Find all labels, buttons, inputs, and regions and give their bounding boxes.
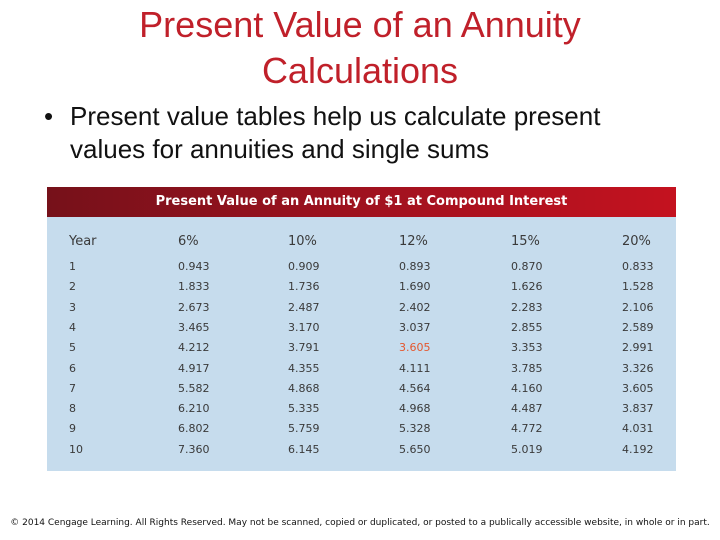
table-cell: 4.031: [622, 422, 654, 436]
table-cell: 3.170: [288, 320, 320, 334]
column-header: 20%: [622, 234, 651, 249]
table-cell: 6.210: [178, 402, 210, 416]
table-cell: 3.785: [511, 361, 543, 375]
table-cell: 4.968: [399, 402, 431, 416]
table-cell: 4.212: [178, 341, 210, 355]
column-header: 12%: [399, 234, 428, 249]
table-cell: 2.673: [178, 300, 210, 314]
table-title: Present Value of an Annuity of $1 at Com…: [47, 187, 676, 217]
table-cell: 5.019: [511, 442, 543, 456]
annuity-table: Present Value of an Annuity of $1 at Com…: [47, 187, 676, 471]
table-cell: 6.802: [178, 422, 210, 436]
table-year-cell: 5: [69, 341, 76, 355]
slide-title: Present Value of an Annuity Calculations: [0, 2, 720, 94]
table-cell: 0.833: [622, 260, 654, 273]
table-cell: 4.564: [399, 381, 431, 395]
table-cell: 2.487: [288, 300, 320, 314]
column-header: Year: [69, 234, 97, 249]
table-cell: 5.650: [399, 442, 431, 456]
table-cell: 2.106: [622, 300, 654, 314]
table-year-cell: 1: [69, 260, 76, 273]
table-cell: 3.037: [399, 320, 431, 334]
table-cell: 4.355: [288, 361, 320, 375]
table-cell: 0.893: [399, 260, 431, 273]
table-cell: 3.465: [178, 320, 210, 334]
table-cell: 0.943: [178, 260, 210, 273]
table-year-cell: 2: [69, 280, 76, 294]
table-cell: 3.605: [622, 381, 654, 395]
table-cell: 2.283: [511, 300, 543, 314]
table-cell: 3.837: [622, 402, 654, 416]
table-year-cell: 3: [69, 300, 76, 314]
copyright-footer: © 2014 Cengage Learning. All Rights Rese…: [10, 518, 710, 528]
bullet-text: Present value tables help us calculate p…: [70, 101, 601, 164]
column-header: 15%: [511, 234, 540, 249]
table-cell: 2.589: [622, 320, 654, 334]
table-cell: 1.736: [288, 280, 320, 294]
table-cell: 2.991: [622, 341, 654, 355]
table-cell: 5.328: [399, 422, 431, 436]
table-cell: 5.335: [288, 402, 320, 416]
table-cell: 3.326: [622, 361, 654, 375]
table-year-cell: 4: [69, 320, 76, 334]
table-cell: 2.402: [399, 300, 431, 314]
table-cell: 3.353: [511, 341, 543, 355]
table-cell: 1.690: [399, 280, 431, 294]
bullet-icon: •: [44, 101, 54, 131]
slide-title-line-2: Calculations: [261, 50, 459, 91]
table-cell: 1.528: [622, 280, 654, 294]
table-cell: 1.833: [178, 280, 210, 294]
table-cell: 4.487: [511, 402, 543, 416]
table-cell: 5.582: [178, 381, 210, 395]
table-cell: 2.855: [511, 320, 543, 334]
column-header: 6%: [178, 234, 199, 249]
table-year-cell: 6: [69, 361, 76, 375]
table-cell: 4.192: [622, 442, 654, 456]
table-cell: 4.917: [178, 361, 210, 375]
table-cell: 7.360: [178, 442, 210, 456]
table-cell: 6.145: [288, 442, 320, 456]
table-cell: 0.870: [511, 260, 543, 273]
table-cell: 4.111: [399, 361, 431, 375]
column-header: 10%: [288, 234, 317, 249]
table-year-cell: 10: [69, 442, 83, 456]
slide-title-line-1: Present Value of an Annuity: [139, 4, 581, 45]
table-cell: 0.909: [288, 260, 320, 273]
table-cell: 3.605: [399, 341, 431, 355]
table-cell: 1.626: [511, 280, 543, 294]
table-year-cell: 8: [69, 402, 76, 416]
table-cell: 4.160: [511, 381, 543, 395]
table-year-cell: 9: [69, 422, 76, 436]
table-cell: 4.772: [511, 422, 543, 436]
table-year-cell: 7: [69, 381, 76, 395]
table-cell: 5.759: [288, 422, 320, 436]
table-cell: 4.868: [288, 381, 320, 395]
table-cell: 3.791: [288, 341, 320, 355]
